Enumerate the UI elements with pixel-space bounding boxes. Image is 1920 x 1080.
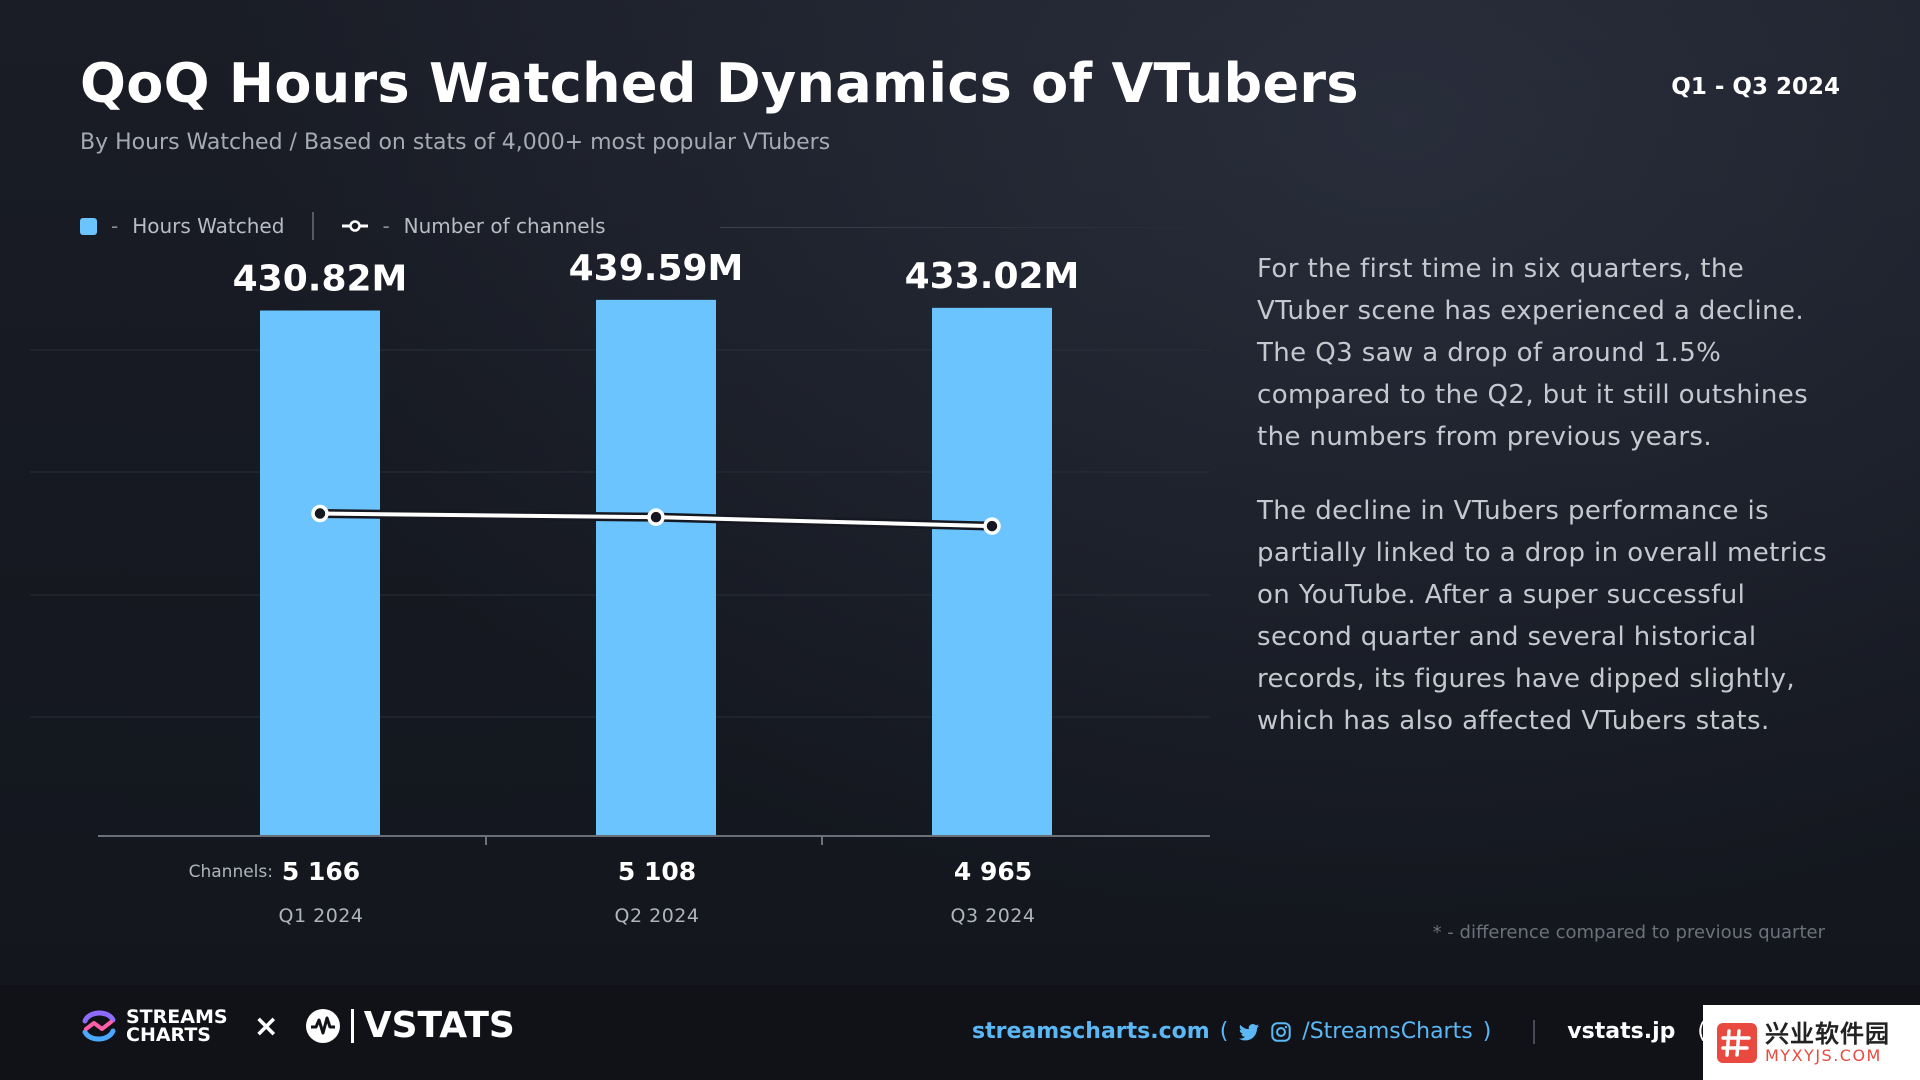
- channels-point-2: [647, 508, 665, 526]
- streamscharts-handle[interactable]: /StreamsCharts: [1302, 1019, 1473, 1044]
- bar-legend-swatch: [80, 217, 97, 235]
- legend-bar-label: Hours Watched: [132, 214, 285, 238]
- bar-3: [932, 307, 1052, 835]
- twitter-icon[interactable]: [1238, 1021, 1260, 1043]
- description-paragraph-2: The decline in VTubers performance is pa…: [1257, 496, 1828, 736]
- watermark-logo-icon: [1717, 1022, 1757, 1063]
- subtitle: By Hours Watched / Based on stats of 4,0…: [80, 130, 831, 155]
- paren-open: (: [1697, 1019, 1706, 1044]
- legend-line-label: Number of channels: [403, 214, 606, 238]
- legend-dash: -: [382, 214, 390, 238]
- footer-divider: [1533, 1019, 1536, 1044]
- brand-logos: STREAMS CHARTS × VSTATS: [80, 1007, 515, 1045]
- instagram-icon[interactable]: [1270, 1021, 1292, 1043]
- bar-1: [260, 310, 380, 836]
- streams-charts-wordmark: STREAMS CHARTS: [126, 1006, 228, 1046]
- footer: STREAMS CHARTS × VSTATS streamscharts.co…: [0, 985, 1920, 1080]
- bar-value-label: 439.59M: [569, 250, 744, 289]
- watermark-text: 兴业软件园 MYXYJS.COM: [1765, 1021, 1890, 1065]
- legend-separator: [312, 212, 315, 240]
- legend-dash: -: [111, 214, 119, 238]
- vstats-link[interactable]: vstats.jp: [1567, 1019, 1676, 1044]
- paren-open: (: [1219, 1019, 1229, 1044]
- channel-count-label: 4 965: [954, 857, 1032, 886]
- paren-close: ): [1482, 1019, 1492, 1044]
- watermark: 兴业软件园 MYXYJS.COM: [1703, 1005, 1920, 1080]
- channels-point-1: [311, 504, 329, 523]
- category-tick-label: Q2 2024: [615, 905, 700, 927]
- footnote: * - difference compared to previous quar…: [1432, 922, 1825, 943]
- social-links: streamscharts.com ( /StreamsCharts ) vst…: [972, 1019, 1746, 1044]
- streams-charts-logo-icon: [82, 1010, 116, 1042]
- description: For the first time in six quarters, the …: [1257, 248, 1837, 774]
- description-paragraph-1: For the first time in six quarters, the …: [1257, 254, 1809, 452]
- bar-value-label: 433.02M: [905, 256, 1080, 297]
- legend: - Hours Watched - Number of channels: [80, 212, 606, 240]
- channel-count-label: 5 108: [618, 857, 696, 886]
- streamscharts-link[interactable]: streamscharts.com: [972, 1019, 1210, 1044]
- page-title: QoQ Hours Watched Dynamics of VTubers: [80, 52, 1359, 115]
- category-tick-label: Q1 2024: [279, 905, 364, 927]
- watermark-cn: 兴业软件园: [1765, 1019, 1890, 1048]
- bar-value-label: 430.82M: [233, 259, 408, 300]
- channel-count-label: 5 166: [282, 857, 360, 886]
- vstats-wordmark: VSTATS: [350, 1008, 515, 1044]
- bar-2: [596, 299, 716, 836]
- watermark-en: MYXYJS.COM: [1765, 1045, 1882, 1065]
- vstats-logo-icon: [305, 1009, 340, 1043]
- line-legend-icon: [342, 220, 369, 232]
- channels-point-3: [983, 517, 1001, 535]
- legend-rule: [720, 227, 1220, 228]
- collab-times: ×: [253, 1008, 279, 1044]
- channels-prefix-label: Channels:: [189, 862, 273, 882]
- category-tick-label: Q3 2024: [951, 905, 1036, 927]
- period-label: Q1 - Q3 2024: [1671, 74, 1840, 100]
